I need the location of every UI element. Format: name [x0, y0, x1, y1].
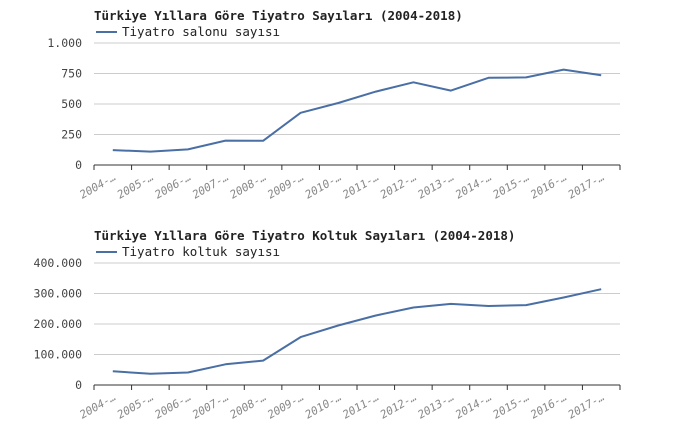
- y-tick-label: 500: [61, 97, 82, 111]
- legend-label: Tiyatro salonu sayısı: [122, 24, 280, 39]
- x-tick-label: 2008-…: [228, 390, 269, 421]
- x-tick-label: 2009-…: [265, 170, 306, 201]
- series-line: [112, 68, 602, 153]
- chart-title: Türkiye Yıllara Göre Tiyatro Koltuk Sayı…: [94, 228, 515, 243]
- x-tick-label: 2004-…: [77, 170, 118, 201]
- x-tick-label: 2011-…: [340, 170, 381, 201]
- x-tick-label: 2011-…: [340, 390, 381, 421]
- x-tick-label: 2005-…: [115, 170, 156, 201]
- x-tick-label: 2008-…: [228, 170, 269, 201]
- x-tick-label: 2004-…: [77, 390, 118, 421]
- legend-label: Tiyatro koltuk sayısı: [122, 244, 280, 259]
- x-tick-label: 2009-…: [265, 390, 306, 421]
- x-tick-label: 2006-…: [153, 170, 194, 201]
- y-tick-label: 400.000: [34, 256, 83, 270]
- y-tick-label: 1.000: [47, 36, 82, 50]
- chart-title: Türkiye Yıllara Göre Tiyatro Sayıları (2…: [94, 8, 463, 23]
- y-tick-label: 200.000: [34, 317, 83, 331]
- x-tick-label: 2007-…: [190, 170, 231, 201]
- x-tick-label: 2010-…: [303, 170, 344, 201]
- x-tick-label: 2013-…: [416, 170, 457, 201]
- x-tick-label: 2010-…: [303, 390, 344, 421]
- y-tick-label: 300.000: [34, 287, 83, 301]
- plot-area: 0 100.000 200.000 300.000 400.000 2004-…2005-…: [34, 256, 621, 421]
- plot-area: 02505007501.0002004-…2005-…2006-…2007-…2…: [47, 36, 621, 201]
- x-tick-label: 2012-…: [378, 170, 419, 201]
- x-tick-label: 2012-…: [378, 390, 419, 421]
- x-tick-label: 2014-…: [453, 170, 494, 201]
- series-line: [112, 288, 602, 375]
- y-tick-label: 0: [75, 158, 82, 172]
- x-tick-label: 2016-…: [528, 170, 569, 201]
- x-tick-label: 2006-…: [153, 390, 194, 421]
- y-tick-label: 750: [61, 67, 82, 81]
- y-tick-label: 0: [75, 378, 82, 392]
- x-tick-label: 2017-…: [566, 170, 607, 201]
- x-tick-label: 2015-…: [491, 390, 532, 421]
- x-tick-label: 2005-…: [115, 390, 156, 421]
- y-tick-label: 100.000: [34, 348, 83, 362]
- chart-tiyatro-sayilari: Türkiye Yıllara Göre Tiyatro Sayıları (2…: [47, 8, 621, 201]
- x-tick-label: 2017-…: [566, 390, 607, 421]
- y-tick-label: 250: [61, 128, 82, 142]
- x-tick-label: 2013-…: [416, 390, 457, 421]
- x-tick-label: 2007-…: [190, 390, 231, 421]
- x-tick-label: 2014-…: [453, 390, 494, 421]
- chart-tiyatro-koltuk-sayilari: Türkiye Yıllara Göre Tiyatro Koltuk Sayı…: [34, 228, 621, 421]
- x-tick-label: 2016-…: [528, 390, 569, 421]
- x-tick-label: 2015-…: [491, 170, 532, 201]
